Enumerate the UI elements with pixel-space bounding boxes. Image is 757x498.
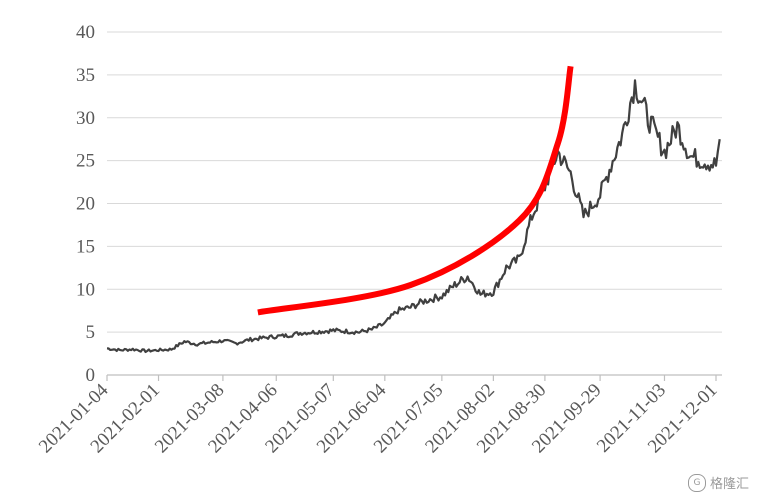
y-tick-label: 0: [86, 365, 96, 386]
watermark: G 格隆汇: [687, 473, 749, 492]
watermark-text: 格隆汇: [709, 477, 749, 492]
y-axis-tick-labels: 0 5 10 15 20 25 30 35 40: [76, 22, 95, 386]
watermark-logo-icon: G: [687, 473, 706, 492]
y-tick-label: 10: [76, 279, 95, 300]
y-tick-label: 15: [76, 236, 95, 257]
y-tick-label: 25: [76, 151, 95, 172]
price-series-line: [106, 79, 721, 354]
y-tick-label: 35: [76, 65, 95, 86]
x-axis-tick-labels: 2021-01-042021-02-012021-03-082021-04-06…: [35, 379, 722, 457]
y-tick-label: 20: [76, 194, 95, 215]
y-tick-label: 40: [76, 22, 95, 43]
trend-annotation-curve: [257, 65, 574, 316]
y-tick-label: 30: [76, 108, 95, 129]
y-tick-label: 5: [86, 322, 96, 343]
gridlines: [107, 31, 722, 333]
x-axis-ticks: [106, 375, 717, 381]
